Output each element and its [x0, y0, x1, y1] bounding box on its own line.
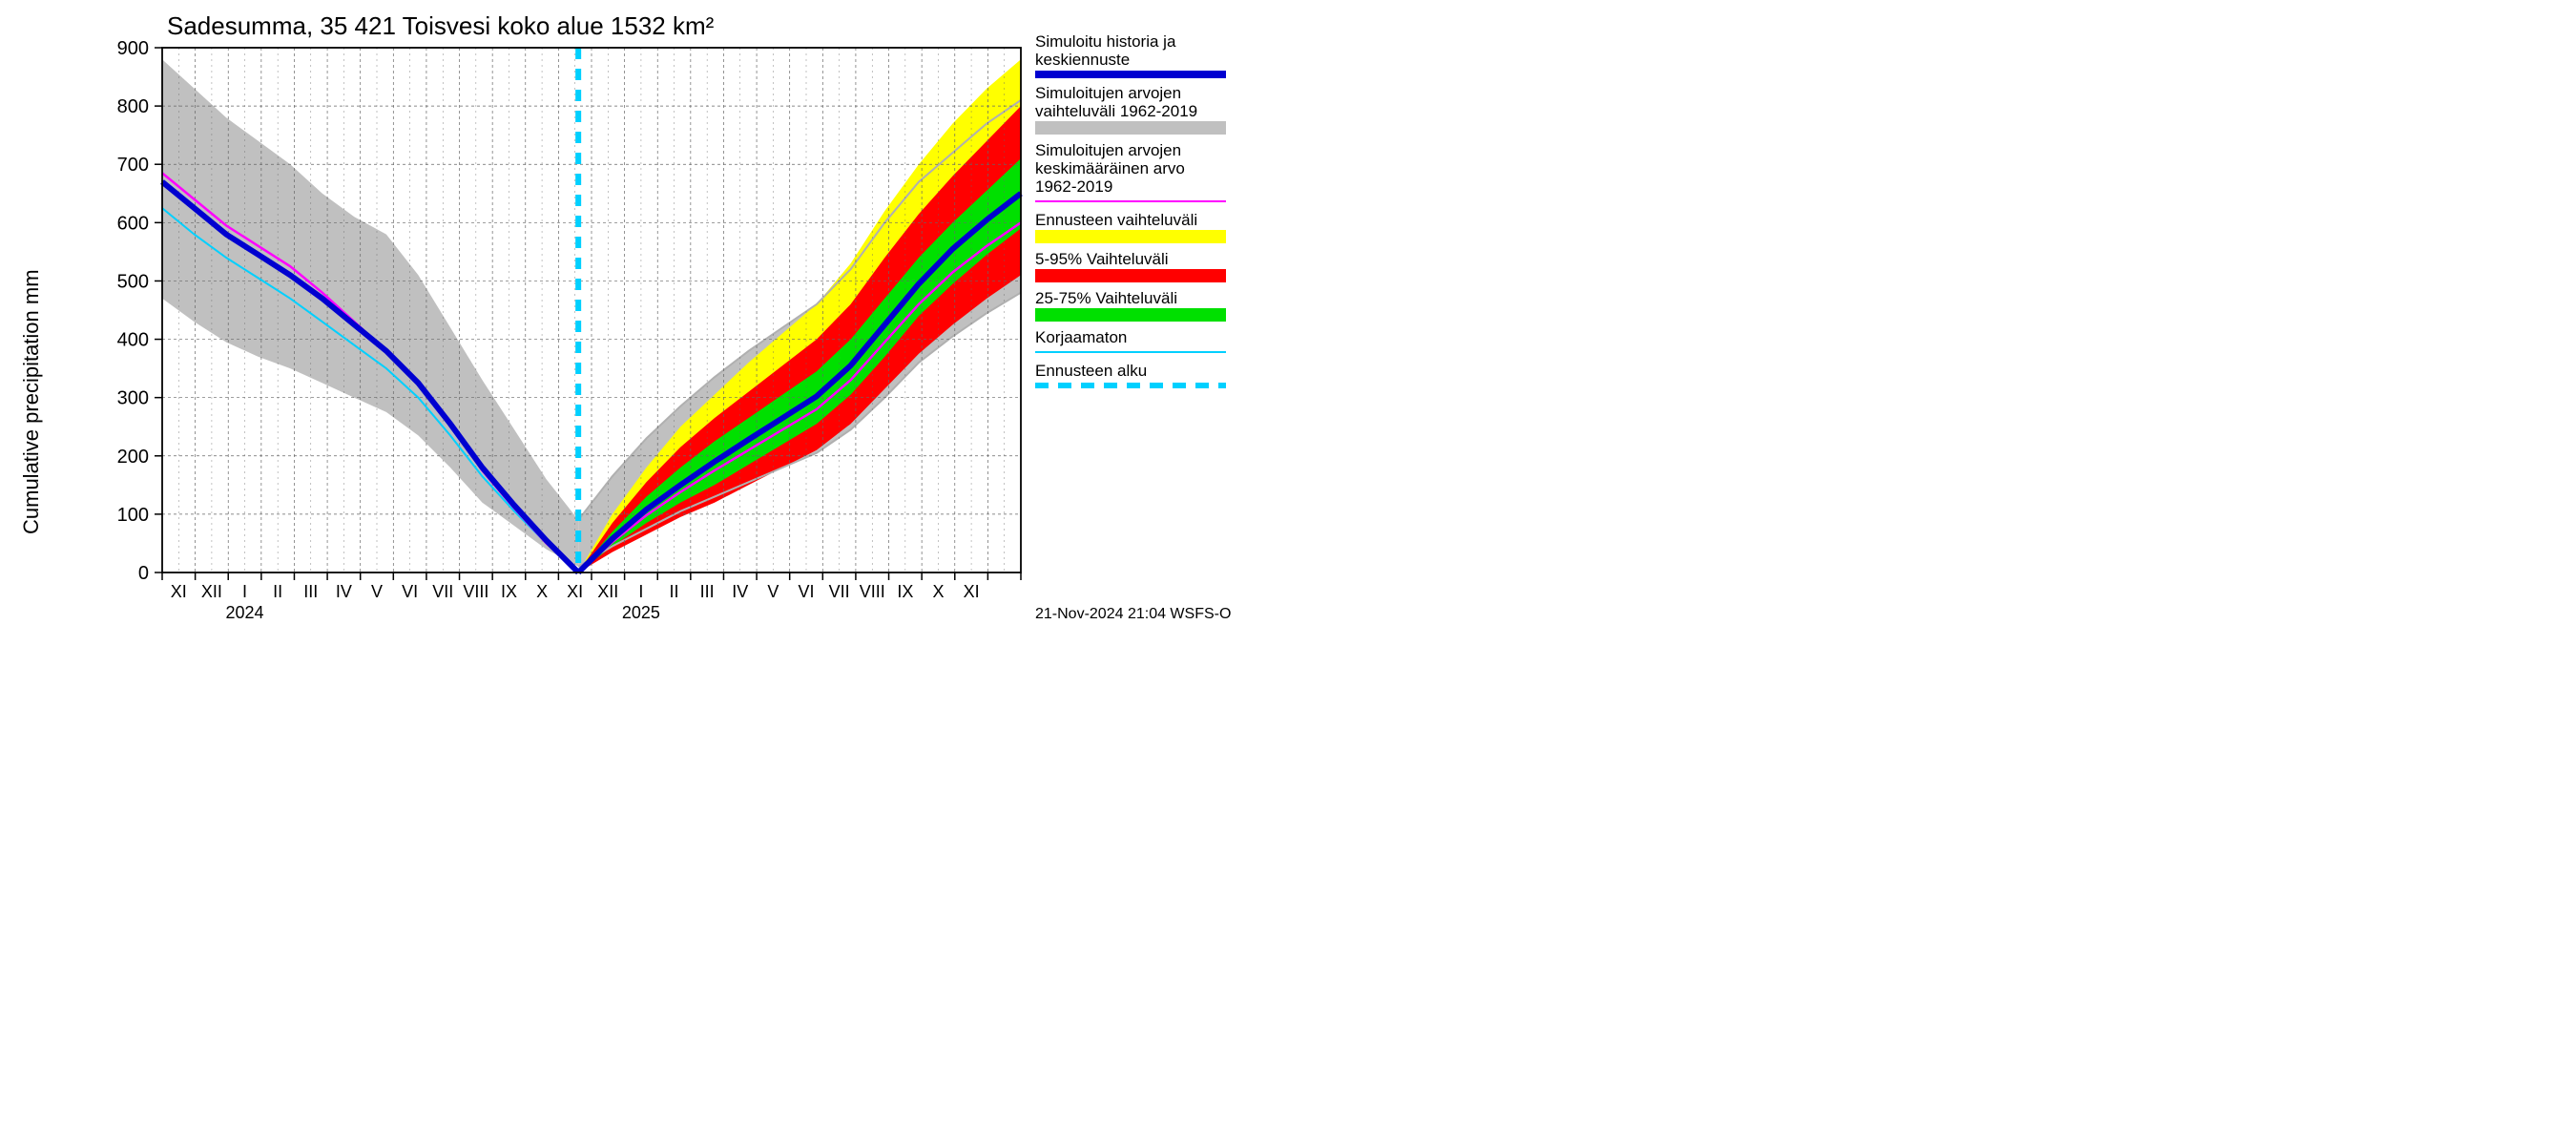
- legend-label: 25-75% Vaihteluväli: [1035, 289, 1177, 307]
- month-label: V: [371, 582, 383, 601]
- legend-label: vaihteluväli 1962-2019: [1035, 102, 1197, 120]
- month-label: XI: [567, 582, 583, 601]
- month-label: VI: [402, 582, 418, 601]
- history-range-band: [162, 59, 578, 567]
- ytick-label: 0: [138, 563, 149, 584]
- year-label: 2024: [226, 603, 264, 622]
- month-label: X: [932, 582, 944, 601]
- legend-label: Simuloitu historia ja: [1035, 32, 1176, 51]
- month-label: VII: [432, 582, 453, 601]
- ytick-label: 200: [117, 447, 149, 468]
- month-label: II: [273, 582, 282, 601]
- legend-label: keskimääräinen arvo: [1035, 159, 1185, 177]
- legend-label: Simuloitujen arvojen: [1035, 141, 1181, 159]
- year-label: 2025: [622, 603, 660, 622]
- legend-label: Korjaamaton: [1035, 328, 1127, 346]
- legend-label: Simuloitujen arvojen: [1035, 84, 1181, 102]
- month-label: VIII: [860, 582, 885, 601]
- month-label: XI: [964, 582, 980, 601]
- month-label: I: [242, 582, 247, 601]
- month-label: III: [700, 582, 715, 601]
- legend-label: 1962-2019: [1035, 177, 1112, 196]
- y-axis-label: Cumulative precipitation mm: [19, 269, 43, 534]
- month-label: XII: [597, 582, 618, 601]
- month-label: IX: [897, 582, 913, 601]
- month-label: III: [303, 582, 318, 601]
- ytick-label: 300: [117, 388, 149, 409]
- legend-swatch: [1035, 121, 1226, 135]
- ytick-label: 500: [117, 271, 149, 292]
- footer-timestamp: 21-Nov-2024 21:04 WSFS-O: [1035, 606, 1231, 622]
- month-label: VI: [798, 582, 814, 601]
- month-label: VII: [829, 582, 850, 601]
- month-label: XI: [171, 582, 187, 601]
- chart-svg: 0100200300400500600700800900XIXIIIIIIIII…: [0, 0, 1431, 635]
- ytick-label: 400: [117, 330, 149, 351]
- month-label: XII: [201, 582, 222, 601]
- month-label: IX: [501, 582, 517, 601]
- ytick-label: 700: [117, 155, 149, 176]
- month-label: I: [638, 582, 643, 601]
- ytick-label: 800: [117, 96, 149, 117]
- legend-swatch: [1035, 269, 1226, 282]
- month-label: V: [767, 582, 779, 601]
- chart-title: Sadesumma, 35 421 Toisvesi koko alue 153…: [167, 11, 715, 40]
- ytick-label: 600: [117, 213, 149, 234]
- legend-label: Ennusteen alku: [1035, 362, 1147, 380]
- ytick-label: 100: [117, 505, 149, 526]
- month-label: VIII: [463, 582, 488, 601]
- legend-label: Ennusteen vaihteluväli: [1035, 211, 1197, 229]
- legend-label: keskiennuste: [1035, 51, 1130, 69]
- precipitation-chart: 0100200300400500600700800900XIXIIIIIIIII…: [0, 0, 1431, 635]
- ytick-label: 900: [117, 38, 149, 59]
- legend-label: 5-95% Vaihteluväli: [1035, 250, 1169, 268]
- month-label: X: [536, 582, 548, 601]
- month-label: IV: [336, 582, 352, 601]
- legend-swatch: [1035, 230, 1226, 243]
- month-label: II: [670, 582, 679, 601]
- month-label: IV: [732, 582, 748, 601]
- legend-swatch: [1035, 308, 1226, 322]
